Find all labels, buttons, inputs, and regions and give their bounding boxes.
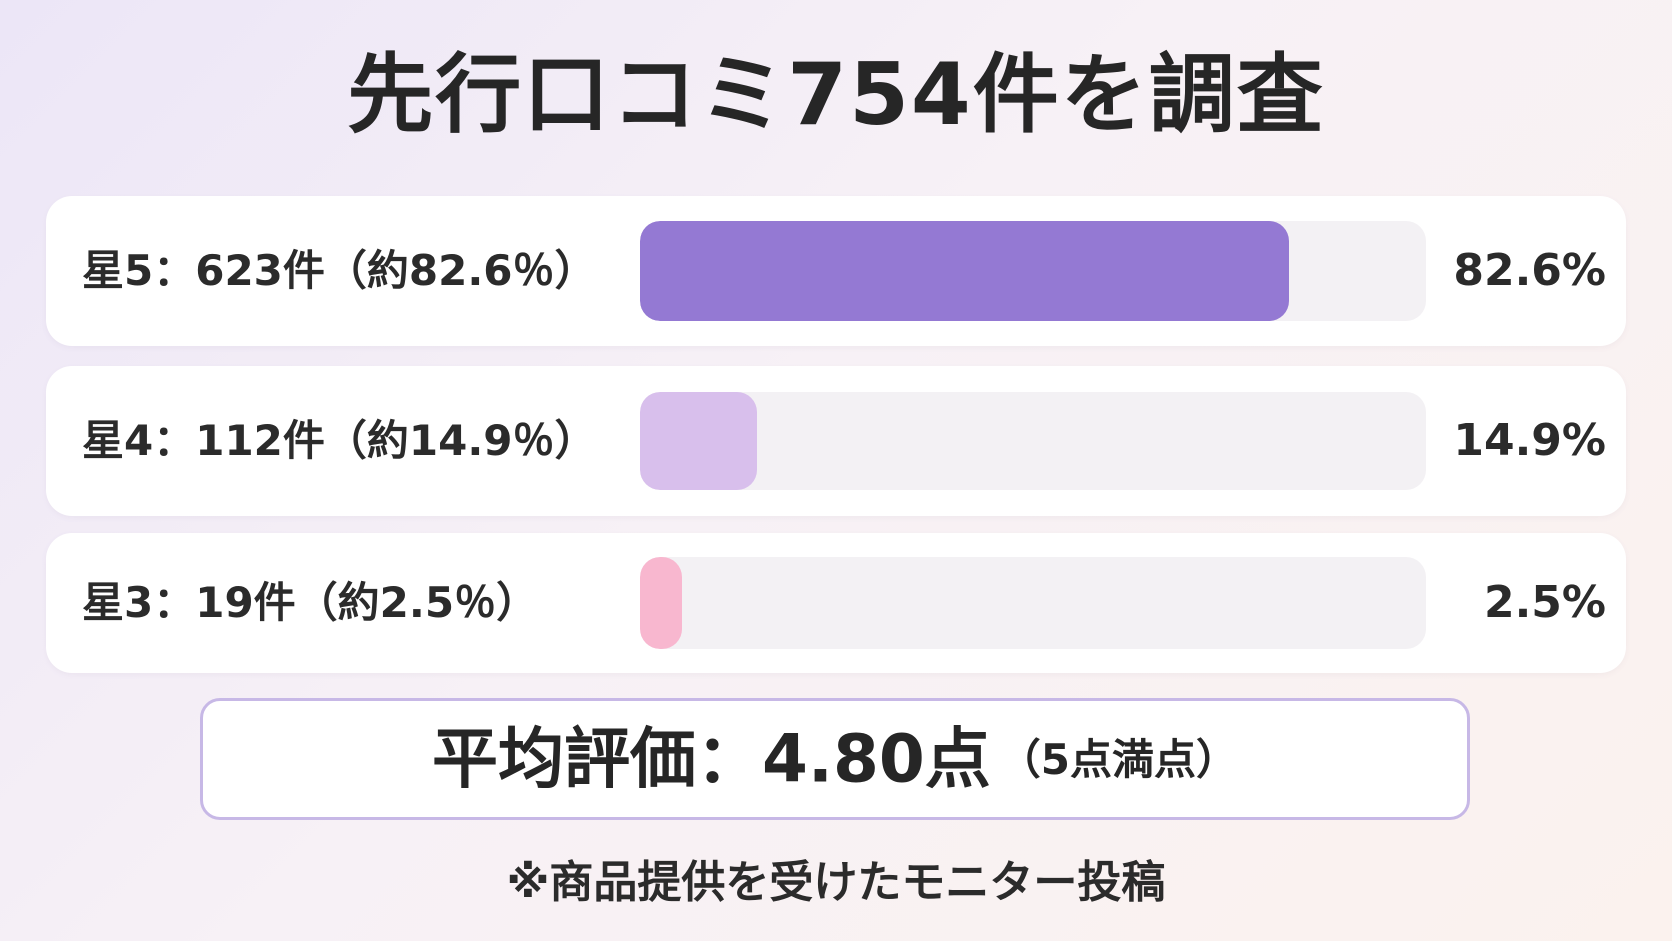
rating-label: 星3：19件（約2.5％） bbox=[82, 578, 539, 627]
rating-label: 星5：623件（約82.6％） bbox=[82, 246, 597, 295]
disclaimer-note: ※商品提供を受けたモニター投稿 bbox=[506, 857, 1166, 908]
rating-row-3: 星3：19件（約2.5％） 2.5% bbox=[46, 533, 1626, 673]
bar-fill bbox=[640, 221, 1290, 321]
bar-track bbox=[640, 221, 1426, 321]
rating-label: 星4：112件（約14.9％） bbox=[82, 416, 597, 465]
percent-label: 14.9% bbox=[1453, 415, 1606, 466]
page-title: 先行口コミ754件を調査 bbox=[347, 45, 1325, 145]
average-rating: 平均評価：4.80点 bbox=[431, 720, 991, 798]
bar-fill bbox=[640, 392, 758, 490]
rating-row-4: 星4：112件（約14.9％） 14.9% bbox=[46, 366, 1626, 516]
average-scale: （5点満点） bbox=[998, 734, 1239, 784]
average-rating-box: 平均評価：4.80点 （5点満点） bbox=[200, 698, 1470, 820]
rating-row-5: 星5：623件（約82.6％） 82.6% bbox=[46, 196, 1626, 346]
percent-label: 2.5% bbox=[1483, 577, 1606, 628]
bar-fill bbox=[640, 557, 682, 649]
bar-track bbox=[640, 557, 1426, 649]
percent-label: 82.6% bbox=[1453, 245, 1606, 296]
bar-track bbox=[640, 392, 1426, 490]
